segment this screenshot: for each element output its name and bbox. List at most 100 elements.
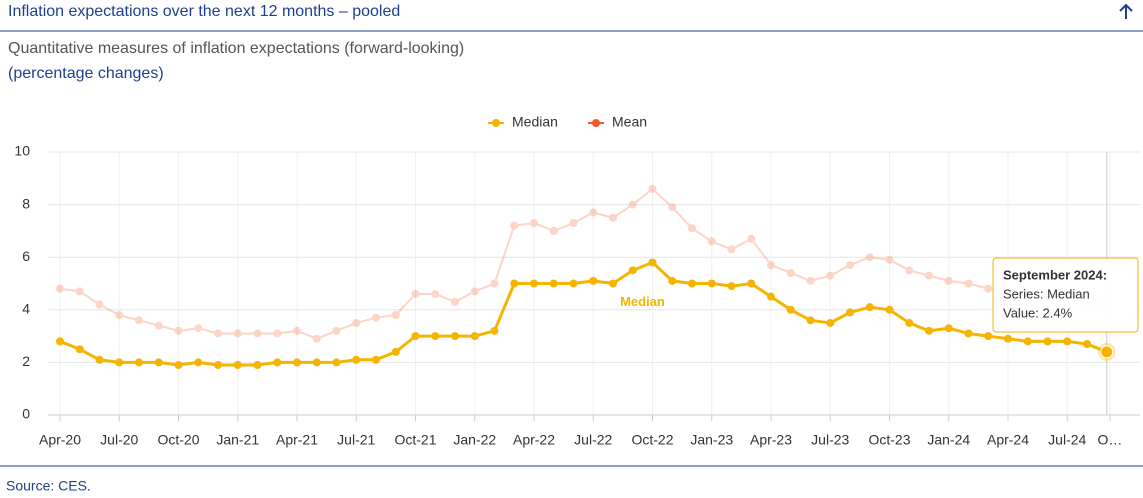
- point: [214, 361, 222, 370]
- point: [530, 279, 538, 288]
- y-tick-label: 8: [22, 195, 30, 211]
- x-tick-label: Jan-24: [927, 432, 970, 448]
- legend-label: Mean: [612, 114, 647, 130]
- point: [194, 324, 203, 333]
- x-tick-label: Apr-20: [39, 432, 81, 448]
- x-tick-label: Oct-20: [157, 432, 199, 448]
- source: Source: CES.: [6, 478, 91, 494]
- point: [925, 271, 933, 280]
- point: [747, 279, 756, 288]
- point: [944, 276, 953, 285]
- x-tick-label: Oct-23: [868, 432, 910, 448]
- point: [391, 311, 400, 320]
- x-tick-label: Oct-21: [394, 432, 436, 448]
- point: [372, 355, 380, 364]
- point: [905, 318, 914, 327]
- legend-marker: [592, 119, 600, 127]
- series: [56, 184, 1111, 343]
- x-tick-label: Apr-24: [987, 432, 1029, 448]
- units: (percentage changes): [8, 65, 164, 82]
- collapse-arrow[interactable]: [1119, 3, 1133, 19]
- point: [609, 279, 617, 288]
- point: [747, 234, 756, 243]
- point: [786, 305, 795, 314]
- point: [925, 326, 933, 335]
- point: [1004, 334, 1012, 343]
- point: [806, 316, 815, 325]
- point: [1063, 337, 1072, 346]
- point: [391, 347, 400, 356]
- point: [628, 266, 637, 275]
- x-tick-label: Jul-21: [337, 432, 375, 448]
- point: [233, 329, 242, 338]
- point: [984, 332, 993, 341]
- point: [194, 358, 203, 367]
- point: [885, 305, 894, 314]
- point: [767, 292, 775, 301]
- point: [648, 184, 657, 193]
- x-tick-label: Jan-23: [690, 432, 733, 448]
- point: [549, 279, 558, 288]
- point: [589, 208, 598, 217]
- point: [648, 258, 657, 267]
- point: [293, 358, 301, 367]
- point: [154, 321, 163, 330]
- point: [846, 308, 854, 317]
- subtitle: Quantitative measures of inflation expec…: [8, 40, 464, 57]
- series: [56, 258, 1111, 370]
- point: [411, 290, 420, 299]
- series-line: [59, 187, 1107, 340]
- point: [628, 200, 637, 209]
- point: [510, 279, 519, 288]
- y-tick-label: 6: [22, 248, 30, 264]
- point: [214, 329, 222, 338]
- point: [806, 276, 815, 285]
- point: [944, 324, 953, 333]
- point: [569, 219, 578, 228]
- point: [273, 358, 282, 367]
- x-tick-label: Jul-24: [1048, 432, 1086, 448]
- point: [826, 271, 835, 280]
- point: [668, 203, 677, 212]
- point: [688, 224, 696, 233]
- y-tick-label: 0: [22, 406, 30, 422]
- x-tick-label: Jan-21: [216, 432, 259, 448]
- x-tick-label: Apr-21: [276, 432, 318, 448]
- point: [1043, 337, 1052, 346]
- point: [75, 345, 84, 354]
- point: [451, 332, 459, 341]
- y-tick-label: 10: [14, 143, 30, 159]
- point: [332, 326, 341, 335]
- point: [688, 279, 696, 288]
- point: [95, 300, 104, 309]
- point: [727, 282, 736, 291]
- point: [786, 268, 795, 277]
- x-tick-label: Apr-23: [750, 432, 792, 448]
- point: [549, 226, 558, 235]
- point: [411, 332, 420, 341]
- point: [707, 237, 716, 246]
- point: [135, 358, 143, 367]
- point: [984, 284, 993, 293]
- legend-label: Median: [512, 114, 558, 130]
- point: [352, 318, 361, 327]
- point: [609, 213, 617, 222]
- point: [846, 261, 854, 270]
- point: [668, 276, 677, 285]
- point: [451, 297, 459, 306]
- point: [174, 361, 183, 370]
- point: [431, 290, 440, 299]
- y-tick-label: 4: [22, 301, 30, 317]
- point: [135, 316, 143, 325]
- point: [75, 287, 84, 296]
- point: [312, 334, 321, 343]
- legend-marker: [492, 119, 500, 127]
- panel-title: Inflation expectations over the next 12 …: [8, 3, 400, 20]
- point: [174, 326, 183, 335]
- point: [767, 261, 775, 270]
- point: [470, 332, 479, 341]
- point: [569, 279, 578, 288]
- point: [115, 358, 124, 367]
- point: [372, 313, 380, 322]
